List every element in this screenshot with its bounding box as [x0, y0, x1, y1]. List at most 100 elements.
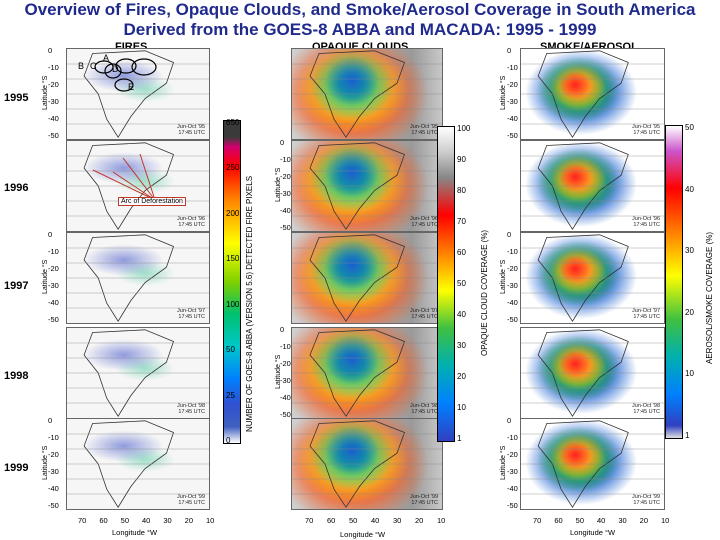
clouds-colorbar-tick: 90 [457, 155, 466, 164]
latitude-tick: -40 [48, 484, 59, 493]
year-label-1996: 1996 [4, 182, 29, 194]
latitude-tick: 0 [48, 416, 53, 425]
fires-map-1998: Jun-Oct '98 17:45 UTC [66, 327, 210, 419]
arc-of-deforestation-label: Arc of Deforestation [118, 197, 186, 206]
region-ellipses [94, 58, 157, 92]
arc-arrow-3 [139, 153, 156, 201]
fires-longitude-tick: 70 [78, 516, 87, 525]
coastline-path [83, 329, 175, 417]
fires-longitude-tick: 60 [99, 516, 108, 525]
region-ellipse-b [94, 60, 114, 74]
coastline-path [309, 50, 406, 138]
coastline-path [537, 50, 629, 138]
clouds-longitude-tick: 40 [371, 516, 380, 525]
fires-colorbar-tick: 50 [226, 345, 235, 355]
date-stamp: Jun-Oct '98 17:45 UTC [177, 403, 205, 415]
smoke-map-1997: Jun-Oct '97 17:45 UTC [520, 232, 665, 324]
clouds-longitude-tick: 70 [305, 516, 314, 525]
latitude-tick: -30 [48, 281, 59, 290]
latitude-tick: -10 [280, 342, 291, 351]
latitude-tick: -40 [507, 298, 518, 307]
latitude-tick: -50 [280, 410, 291, 419]
coastline-path [83, 420, 175, 508]
latitude-tick: 0 [507, 46, 512, 55]
year-label-1995: 1995 [4, 92, 29, 104]
year-label-1997: 1997 [4, 280, 29, 292]
coastline [292, 50, 442, 138]
title-line-2: Derived from the GOES-8 ABBA and MACADA:… [123, 20, 597, 39]
latitude-tick: -10 [507, 247, 518, 256]
arc-arrow-4 [112, 171, 156, 201]
region-ellipse-e [114, 78, 134, 92]
fires-map-1999: Jun-Oct '99 17:45 UTC [66, 418, 210, 510]
date-stamp: Jun-Oct '95 17:45 UTC [410, 124, 438, 136]
coastline [67, 50, 209, 138]
date-stamp: Jun-Oct '98 17:45 UTC [632, 403, 660, 415]
coastline-path [309, 420, 406, 508]
fires-colorbar-tick: 150 [226, 254, 240, 264]
clouds-longitude-tick: 20 [415, 516, 424, 525]
latitude-tick: -10 [507, 63, 518, 72]
coastline-path [537, 420, 629, 508]
latitude-tick: -10 [48, 63, 59, 72]
latitude-tick: -20 [280, 172, 291, 181]
smoke-longitude-tick: 40 [597, 516, 606, 525]
clouds-longitude-tick: 50 [349, 516, 358, 525]
smoke-longitude-tick: 60 [554, 516, 563, 525]
latitude-tick: -50 [48, 315, 59, 324]
latitude-axis-label: Latitude °S [500, 445, 507, 480]
clouds-colorbar-tick: 20 [457, 372, 466, 381]
latitude-axis-label: Latitude °S [275, 354, 282, 389]
smoke-colorbar-tick: 50 [685, 123, 694, 132]
coastline-path [83, 50, 175, 138]
clouds-colorbar-tick: 100 [457, 124, 471, 133]
coastline [67, 420, 209, 508]
latitude-tick: 0 [507, 416, 512, 425]
clouds-map-1997: Jun-Oct '97 17:45 UTC [291, 232, 443, 324]
coastline-path [83, 142, 175, 230]
date-stamp: Jun-Oct '97 17:45 UTC [632, 308, 660, 320]
smoke-map-1999: Jun-Oct '99 17:45 UTC [520, 418, 665, 510]
latitude-axis-label: Latitude °S [275, 167, 282, 202]
latitude-tick: -20 [48, 264, 59, 273]
clouds-colorbar-tick: 60 [457, 248, 466, 257]
coastline [521, 142, 664, 230]
clouds-map-1996: Jun-Oct '96 17:45 UTC [291, 140, 443, 232]
clouds-colorbar-tick: 40 [457, 310, 466, 319]
latitude-tick: -30 [507, 281, 518, 290]
region-label-e: E [128, 82, 135, 92]
latitude-tick: -20 [48, 80, 59, 89]
clouds-colorbar-tick: 10 [457, 403, 466, 412]
fires-colorbar-tick: 25 [226, 390, 235, 400]
smoke-longitude-tick: 30 [618, 516, 627, 525]
arc-arrow-1 [92, 169, 156, 201]
latitude-tick: -40 [280, 206, 291, 215]
date-stamp: Jun-Oct '99 17:45 UTC [632, 494, 660, 506]
fires-longitude-tick: 10 [206, 516, 215, 525]
smoke-longitude-label: Longitude °W [570, 528, 616, 537]
coastline-path [537, 142, 629, 230]
clouds-map-1995: Jun-Oct '95 17:45 UTC [291, 48, 443, 140]
fires-longitude-tick: 40 [142, 516, 151, 525]
coastline [292, 234, 442, 322]
fires-colorbar-tick: 0 [226, 436, 231, 445]
date-stamp: Jun-Oct '99 17:45 UTC [177, 494, 205, 506]
smoke-map-1998: Jun-Oct '98 17:45 UTC [520, 327, 665, 419]
region-ellipse-c [104, 63, 122, 79]
latitude-tick: -30 [280, 376, 291, 385]
region-label-b: B [78, 61, 85, 71]
clouds-colorbar-tick: 70 [457, 217, 466, 226]
smoke-colorbar-label: AEROSOL/SMOKE COVERAGE (%) [705, 231, 714, 364]
latitude-axis-label: Latitude °S [500, 259, 507, 294]
latitude-tick: -30 [507, 467, 518, 476]
coastline [292, 420, 442, 508]
fires-map-1995: Jun-Oct '95 17:45 UTC [66, 48, 210, 140]
latitude-axis-label: Latitude °S [500, 75, 507, 110]
date-stamp: Jun-Oct '96 17:45 UTC [632, 216, 660, 228]
smoke-longitude-tick: 50 [575, 516, 584, 525]
fires-longitude-tick: 50 [120, 516, 129, 525]
region-label-d: D [112, 64, 119, 74]
smoke-colorbar-tick: 30 [685, 246, 694, 256]
coastline-path [537, 329, 629, 417]
latitude-tick: -30 [48, 97, 59, 106]
